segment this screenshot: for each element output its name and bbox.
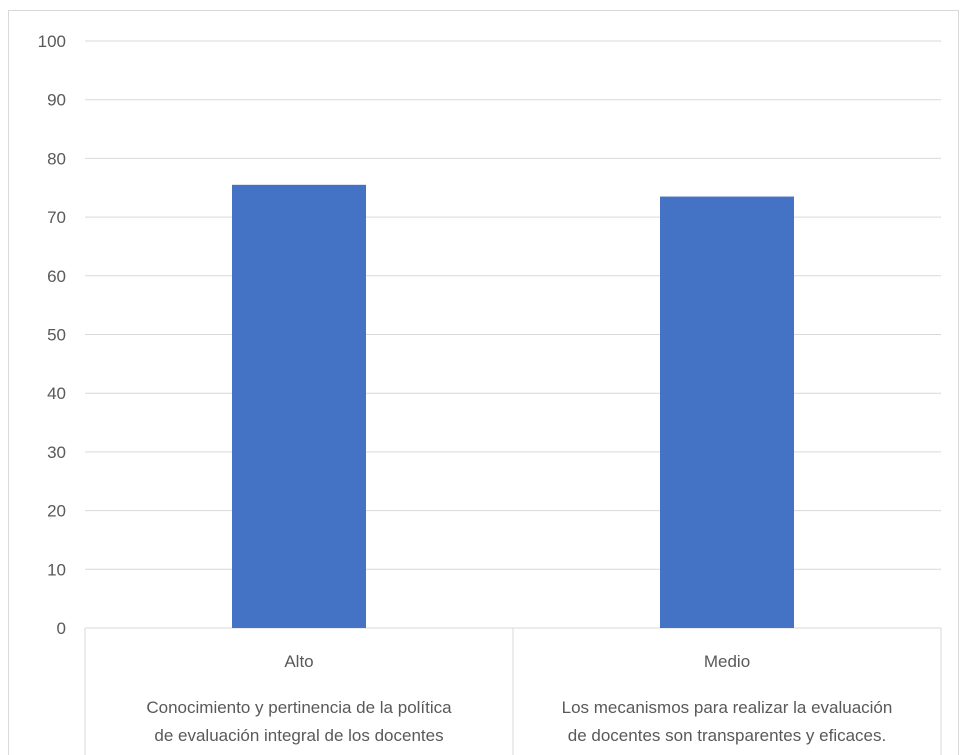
y-tick-label: 10 [47,560,66,579]
y-tick-label: 90 [47,91,66,110]
chart-frame [8,10,959,755]
y-tick-label: 30 [47,443,66,462]
y-tick-label: 70 [47,208,66,227]
y-tick-label: 60 [47,267,66,286]
y-tick-label: 80 [47,149,66,168]
bar-2[interactable] [660,196,794,628]
y-tick-label: 50 [47,326,66,345]
category-level2-label: de docentes son transparentes y eficaces… [568,726,886,745]
category-level1-label: Alto [284,652,313,671]
y-tick-label: 100 [38,32,66,51]
y-tick-label: 20 [47,502,66,521]
bar-1[interactable] [232,184,366,628]
category-level1-label: Medio [704,652,750,671]
category-level2-label: Los mecanismos para realizar la evaluaci… [562,698,893,717]
category-level2-label: de evaluación integral de los docentes [154,726,443,745]
y-tick-label: 40 [47,384,66,403]
y-tick-label: 0 [57,619,66,638]
category-level2-label: Conocimiento y pertinencia de la polític… [146,698,452,717]
